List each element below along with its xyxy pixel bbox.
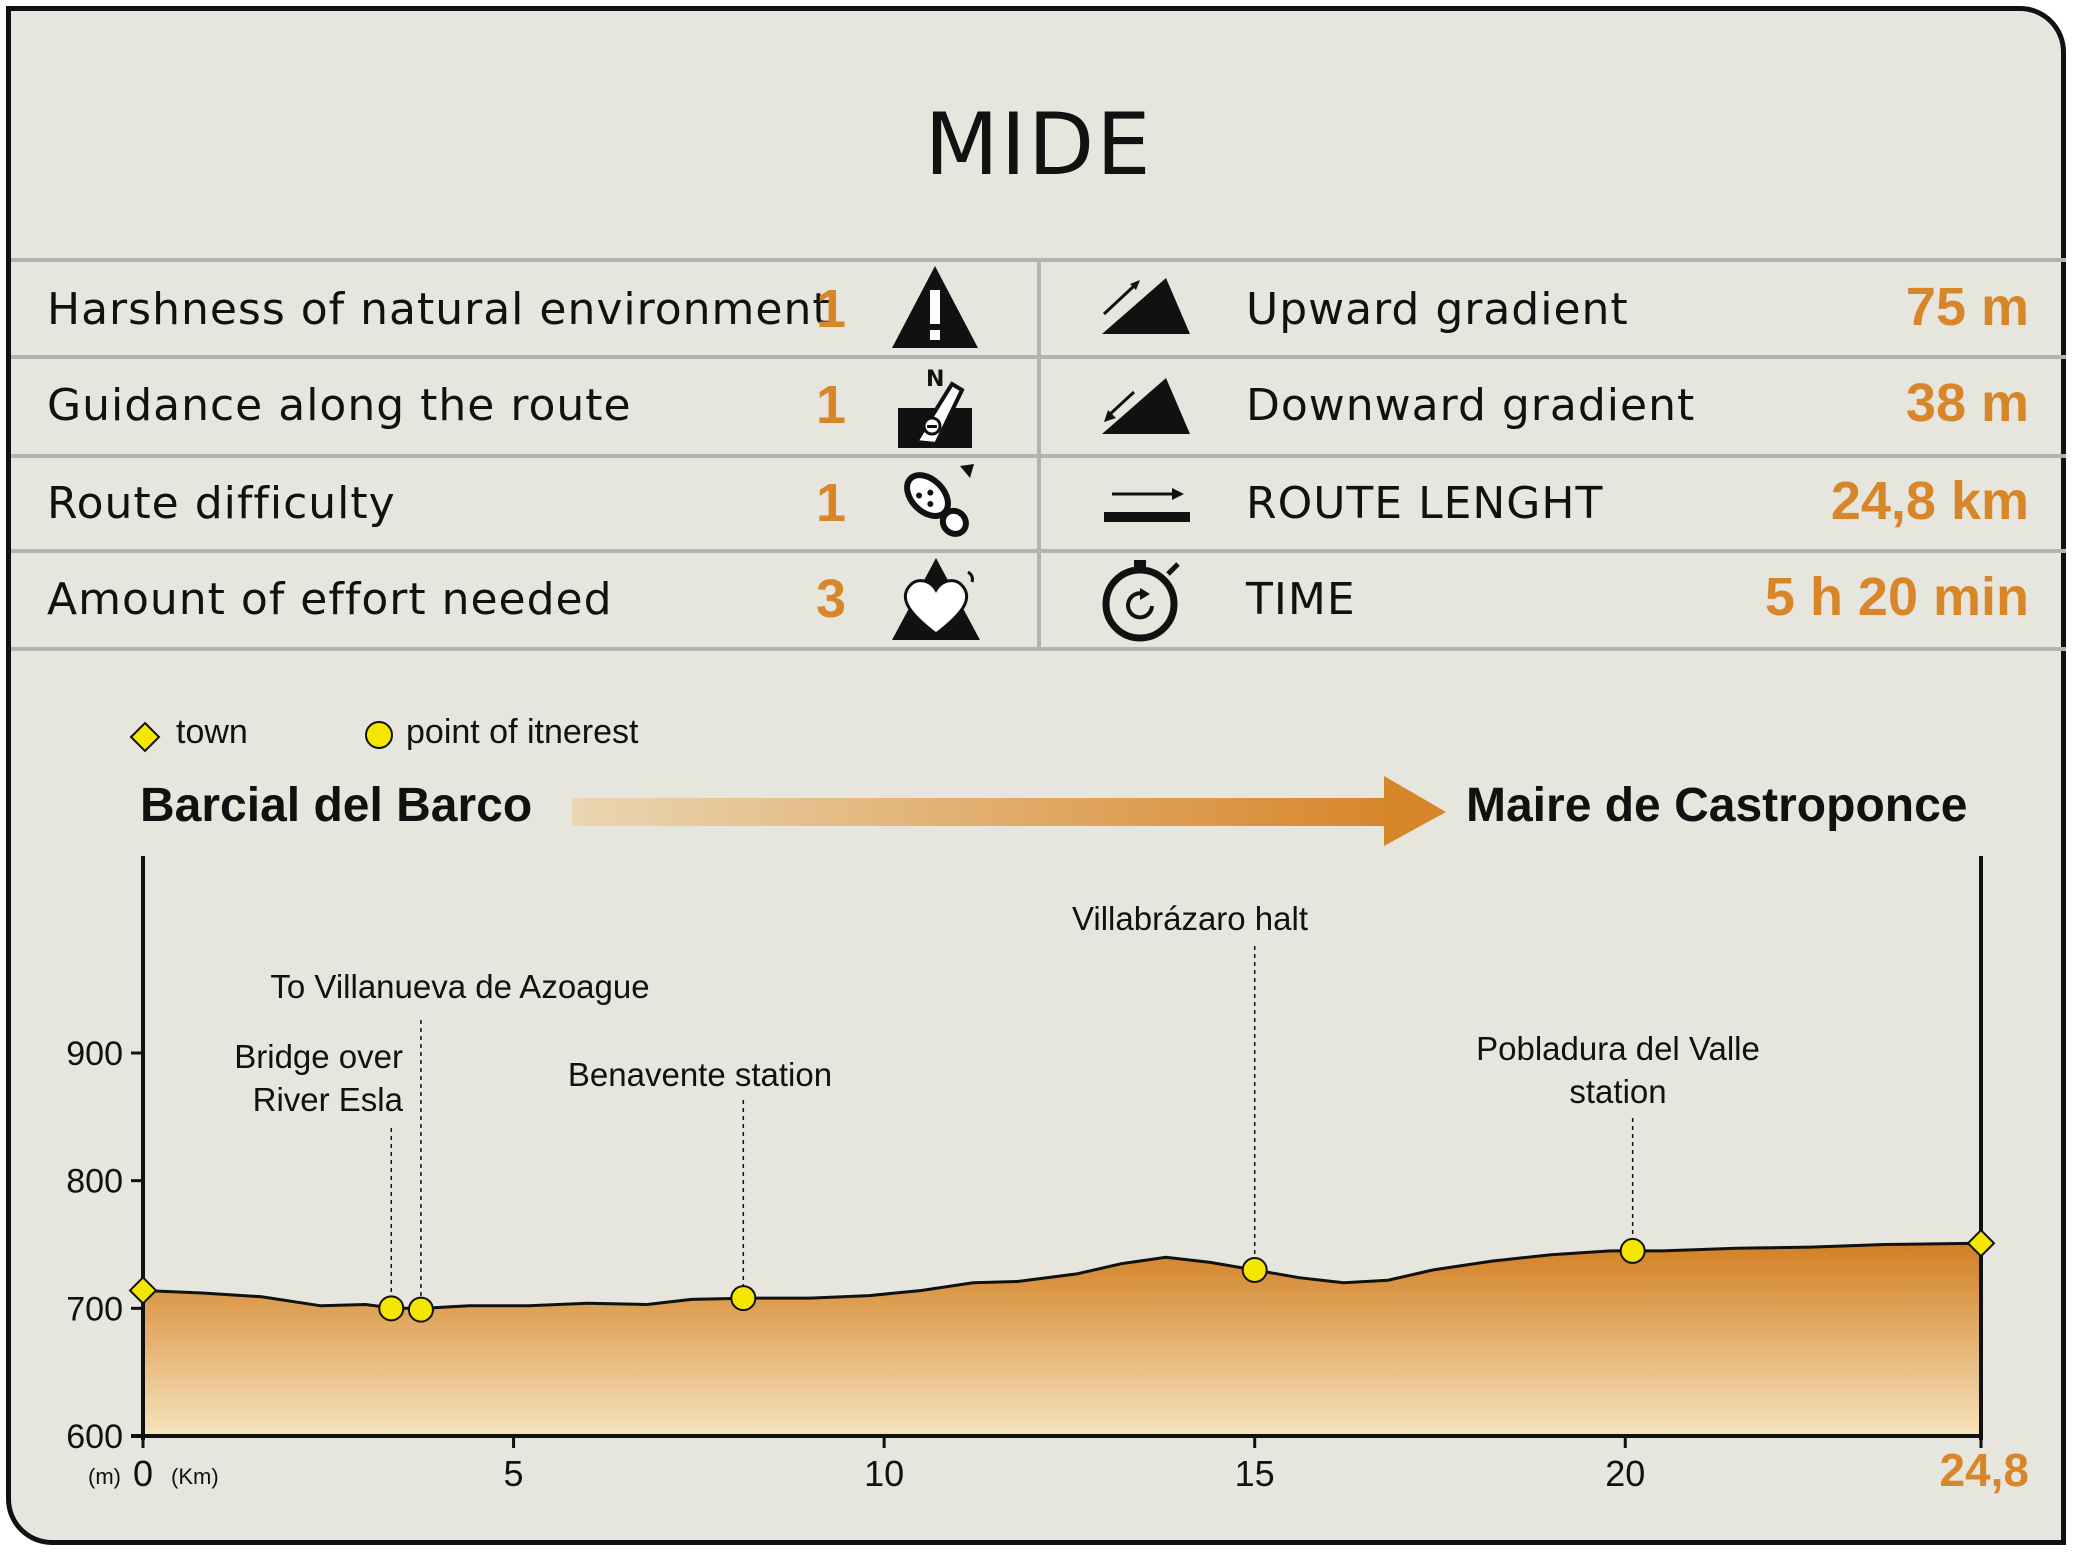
town-marker bbox=[1966, 1228, 1996, 1258]
elevation-area bbox=[143, 1243, 1981, 1436]
poi-marker bbox=[730, 1285, 757, 1312]
x-tick-label: 20 bbox=[1605, 1453, 1645, 1494]
poi-label: To Villanueva de Azoague bbox=[270, 968, 649, 1005]
mide-label-difficulty: Route difficulty bbox=[47, 478, 396, 529]
footprint-icon bbox=[904, 464, 974, 537]
poi-label: station bbox=[1569, 1073, 1666, 1110]
stat-label-downward: Downward gradient bbox=[1246, 380, 1696, 431]
downhill-icon bbox=[1102, 378, 1190, 434]
x-tick-label: 5 bbox=[504, 1453, 524, 1494]
mide-value-harshness: 1 bbox=[816, 279, 847, 339]
x-axis-unit: (Km) bbox=[171, 1464, 219, 1489]
poi-marker bbox=[407, 1296, 434, 1323]
x-tick-label: 24,8 bbox=[1939, 1444, 2029, 1496]
x-tick-label: 0 bbox=[133, 1453, 153, 1494]
y-tick-label: 800 bbox=[66, 1163, 123, 1201]
stat-label-upward: Upward gradient bbox=[1246, 284, 1629, 335]
route-end: Maire de Castroponce bbox=[1466, 779, 1968, 832]
poi-label: Bridge over bbox=[234, 1038, 403, 1075]
x-tick-label: 15 bbox=[1235, 1453, 1275, 1494]
route-start: Barcial del Barco bbox=[140, 779, 533, 832]
table-column-divider bbox=[1037, 258, 1041, 650]
y-axis-unit: (m) bbox=[88, 1464, 121, 1489]
poi-label: River Esla bbox=[253, 1081, 404, 1118]
legend-town-label: town bbox=[176, 713, 248, 751]
uphill-icon bbox=[1102, 278, 1190, 334]
poi-label: Benavente station bbox=[568, 1056, 832, 1093]
distance-arrow-icon bbox=[1104, 488, 1190, 522]
legend-poi-label: point of itnerest bbox=[406, 713, 639, 751]
poi-marker bbox=[1619, 1237, 1646, 1264]
mide-label-effort: Amount of effort needed bbox=[47, 574, 613, 625]
mide-label-guidance: Guidance along the route bbox=[47, 380, 632, 431]
poi-marker bbox=[1241, 1257, 1268, 1284]
x-tick-label: 10 bbox=[864, 1453, 904, 1494]
heart-mountain-icon bbox=[892, 558, 980, 640]
warning-mountain-icon bbox=[892, 266, 978, 348]
poi-marker-icon bbox=[365, 721, 393, 749]
svg-text:N: N bbox=[926, 367, 944, 392]
poi-label: Pobladura del Valle bbox=[1476, 1030, 1760, 1067]
mide-value-effort: 3 bbox=[816, 569, 847, 629]
page-title: MIDE bbox=[924, 95, 1153, 195]
y-tick-label: 600 bbox=[66, 1418, 123, 1456]
stat-value-time: 5 h 20 min bbox=[1764, 567, 2029, 627]
poi-marker bbox=[378, 1295, 405, 1322]
stat-value-downward: 38 m bbox=[1905, 373, 2029, 433]
stat-value-upward: 75 m bbox=[1905, 277, 2029, 337]
mide-label-harshness: Harshness of natural environment bbox=[47, 284, 831, 335]
route-direction-arrow bbox=[572, 776, 1446, 846]
town-marker-icon bbox=[129, 721, 161, 753]
mide-value-guidance: 1 bbox=[816, 375, 847, 435]
y-tick-label: 700 bbox=[66, 1290, 123, 1328]
stat-value-length: 24,8 km bbox=[1830, 471, 2029, 531]
town-marker bbox=[128, 1276, 158, 1305]
y-tick-label: 900 bbox=[66, 1035, 123, 1073]
stopwatch-icon bbox=[1102, 560, 1180, 642]
stat-label-length: ROUTE LENGHT bbox=[1246, 478, 1604, 529]
poi-label: Villabrázaro halt bbox=[1072, 900, 1308, 937]
compass-signpost-icon: N bbox=[898, 367, 972, 448]
mide-value-difficulty: 1 bbox=[816, 473, 847, 533]
stat-label-time: TIME bbox=[1246, 574, 1356, 625]
